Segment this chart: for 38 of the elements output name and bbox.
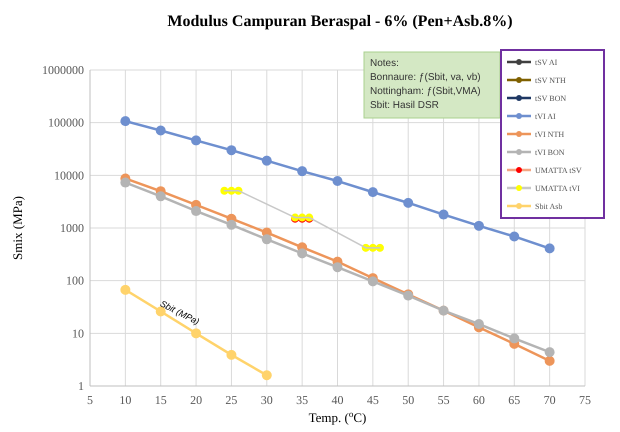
x-tick-label: 5 [87, 393, 93, 407]
legend-label: tVI NTH [535, 130, 564, 139]
x-tick-label: 65 [508, 393, 520, 407]
x-tick-label: 75 [579, 393, 591, 407]
legend-label: Sbit Asb [535, 202, 562, 211]
y-tick-label: 1000 [60, 221, 84, 235]
annotation: Bonnaure: ƒ(Sbit, va, vb) [370, 72, 481, 83]
x-tick-label: 45 [366, 393, 379, 407]
y-tick-label: 10000 [54, 168, 84, 182]
x-tick-label: 55 [438, 393, 450, 407]
annotation: Sbit: Hasil DSR [370, 100, 439, 111]
y-tick-label: 10 [72, 326, 84, 340]
x-tick-label: 25 [225, 393, 238, 407]
x-tick-label: 30 [260, 393, 273, 407]
x-tick-label: 35 [296, 393, 308, 407]
chart-title: Modulus Campuran Beraspal - 6% (Pen+Asb.8%) [167, 13, 513, 30]
legend-label: UMATTA tSV [535, 166, 582, 175]
y-tick-label: 1000000 [42, 63, 84, 77]
x-tick-label: 20 [190, 393, 202, 407]
x-tick-label: 70 [544, 393, 556, 407]
legend-label: UMATTA tVI [535, 184, 580, 193]
y-tick-label: 100 [66, 274, 84, 288]
text: Notes: [370, 58, 399, 69]
legend-label: tVI AI [535, 112, 556, 121]
legend-label: tVI BON [535, 148, 565, 157]
legend-label: tSV NTH [535, 76, 566, 85]
y-tick-label: 100000 [48, 116, 84, 130]
x-tick-label: 60 [472, 393, 485, 407]
x-tick-label: 40 [332, 393, 344, 407]
y-tick-label: 1 [78, 379, 84, 393]
legend-label: tSV AI [535, 58, 558, 67]
legend-label: tSV BON [535, 94, 566, 103]
x-tick-label: 50 [402, 393, 414, 407]
x-axis-title: Temp. ($^{o}$C) [308, 409, 366, 425]
annotation: Nottingham: ƒ(Sbit,VMA) [370, 86, 481, 97]
x-tick-label: 15 [154, 393, 167, 407]
x-tick-label: 10 [119, 393, 132, 407]
y-axis-title: Smix (MPa) [10, 196, 25, 260]
